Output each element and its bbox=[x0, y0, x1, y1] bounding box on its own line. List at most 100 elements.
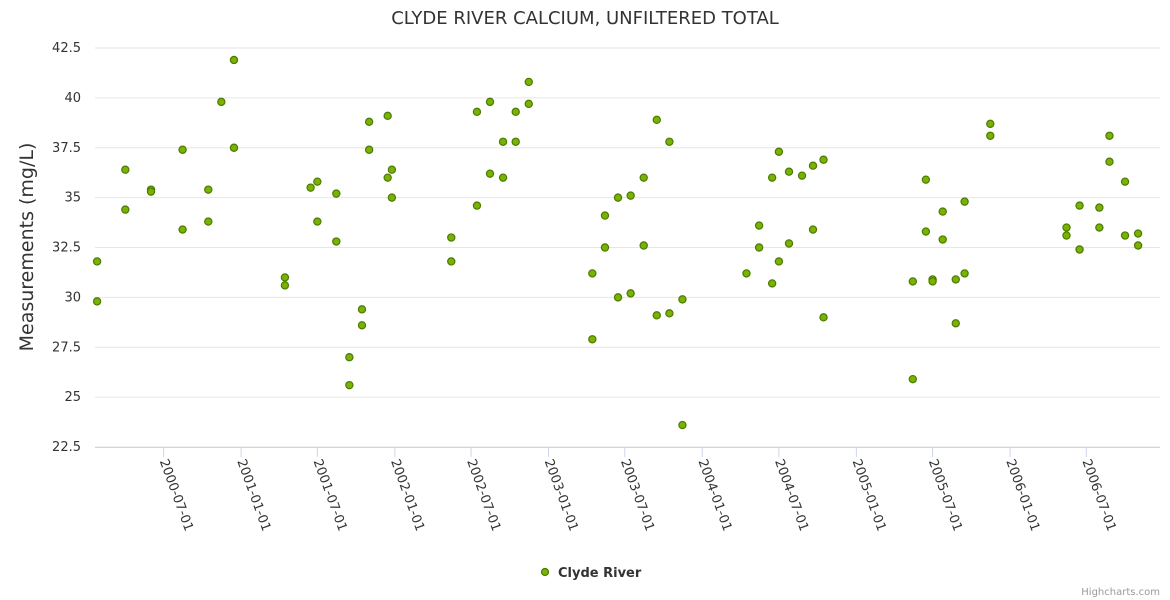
legend[interactable]: Clyde River bbox=[540, 566, 642, 581]
data-point[interactable] bbox=[784, 239, 794, 248]
data-point[interactable] bbox=[652, 311, 661, 320]
data-point[interactable] bbox=[332, 237, 341, 246]
data-point[interactable] bbox=[613, 193, 623, 202]
data-point[interactable] bbox=[217, 97, 226, 107]
data-point[interactable] bbox=[472, 201, 482, 210]
data-point[interactable] bbox=[357, 321, 367, 330]
data-point[interactable] bbox=[784, 167, 794, 176]
data-point[interactable] bbox=[387, 165, 397, 174]
data-point[interactable] bbox=[754, 221, 764, 230]
data-point[interactable] bbox=[1133, 229, 1143, 238]
data-point[interactable] bbox=[1062, 223, 1071, 232]
data-point[interactable] bbox=[1105, 157, 1114, 166]
data-point[interactable] bbox=[357, 305, 367, 314]
data-point[interactable] bbox=[485, 169, 495, 178]
data-point[interactable] bbox=[960, 197, 969, 206]
data-point[interactable] bbox=[754, 243, 764, 252]
data-point[interactable] bbox=[986, 119, 995, 129]
data-point[interactable] bbox=[808, 225, 818, 234]
data-point[interactable] bbox=[665, 309, 674, 318]
data-point[interactable] bbox=[364, 145, 374, 154]
data-point[interactable] bbox=[665, 137, 674, 146]
data-point[interactable] bbox=[951, 319, 960, 328]
data-point[interactable] bbox=[280, 281, 290, 290]
data-point[interactable] bbox=[600, 211, 610, 220]
data-point[interactable] bbox=[678, 420, 687, 430]
data-point[interactable] bbox=[121, 165, 130, 174]
data-point[interactable] bbox=[767, 279, 777, 288]
data-point[interactable] bbox=[1105, 131, 1114, 140]
data-point[interactable] bbox=[345, 353, 354, 362]
data-point[interactable] bbox=[498, 173, 508, 182]
data-point[interactable] bbox=[908, 374, 918, 384]
data-point[interactable] bbox=[1075, 245, 1084, 254]
data-point[interactable] bbox=[588, 269, 597, 278]
data-point[interactable] bbox=[938, 207, 947, 216]
data-point[interactable] bbox=[383, 173, 392, 182]
data-point[interactable] bbox=[332, 189, 341, 198]
data-point[interactable] bbox=[808, 161, 818, 170]
data-point[interactable] bbox=[92, 257, 102, 266]
data-point[interactable] bbox=[387, 193, 397, 202]
data-point[interactable] bbox=[960, 269, 969, 278]
data-point[interactable] bbox=[819, 155, 828, 164]
data-point[interactable] bbox=[204, 185, 213, 194]
data-point[interactable] bbox=[921, 227, 931, 236]
data-point[interactable] bbox=[313, 217, 322, 226]
data-point[interactable] bbox=[485, 97, 495, 107]
data-point[interactable] bbox=[447, 233, 456, 242]
data-point[interactable] bbox=[524, 77, 533, 87]
data-point[interactable] bbox=[204, 217, 213, 226]
data-point[interactable] bbox=[908, 277, 918, 286]
data-point[interactable] bbox=[986, 131, 995, 140]
data-point[interactable] bbox=[774, 147, 784, 156]
data-point[interactable] bbox=[613, 293, 623, 302]
data-point[interactable] bbox=[626, 191, 635, 200]
data-point[interactable] bbox=[742, 269, 751, 278]
data-point[interactable] bbox=[306, 183, 315, 192]
data-point[interactable] bbox=[524, 99, 533, 109]
credits-link[interactable]: Highcharts.com bbox=[1081, 587, 1160, 598]
data-point[interactable] bbox=[229, 55, 239, 65]
data-point[interactable] bbox=[280, 273, 290, 282]
data-point[interactable] bbox=[472, 107, 482, 117]
data-point[interactable] bbox=[951, 275, 960, 284]
data-point[interactable] bbox=[626, 289, 635, 298]
data-point[interactable] bbox=[364, 117, 374, 127]
data-point[interactable] bbox=[229, 143, 239, 152]
data-point[interactable] bbox=[639, 173, 648, 182]
data-point[interactable] bbox=[588, 335, 597, 344]
data-point[interactable] bbox=[383, 111, 392, 121]
data-point[interactable] bbox=[678, 295, 687, 304]
data-point[interactable] bbox=[1075, 201, 1084, 210]
data-point[interactable] bbox=[819, 313, 828, 322]
data-point[interactable] bbox=[1062, 231, 1071, 240]
data-point[interactable] bbox=[498, 137, 508, 146]
data-point[interactable] bbox=[1095, 203, 1104, 212]
data-point[interactable] bbox=[774, 257, 784, 266]
data-point[interactable] bbox=[511, 137, 520, 146]
data-point[interactable] bbox=[1095, 223, 1104, 232]
data-point[interactable] bbox=[313, 177, 322, 186]
data-point[interactable] bbox=[345, 380, 354, 390]
data-point[interactable] bbox=[178, 145, 187, 154]
data-point[interactable] bbox=[921, 175, 931, 184]
data-point[interactable] bbox=[652, 115, 661, 125]
data-point[interactable] bbox=[447, 257, 456, 266]
data-point[interactable] bbox=[146, 187, 156, 196]
data-point[interactable] bbox=[639, 241, 648, 250]
data-point[interactable] bbox=[1120, 231, 1130, 240]
data-point[interactable] bbox=[767, 173, 777, 182]
y-axis-ticks: 22.5 25 27.5 30 32.5 35 37.5 40 42.5 bbox=[52, 41, 81, 455]
data-point[interactable] bbox=[1133, 241, 1143, 250]
data-point[interactable] bbox=[1120, 177, 1130, 186]
data-point[interactable] bbox=[92, 297, 102, 306]
data-point[interactable] bbox=[121, 205, 130, 214]
data-point[interactable] bbox=[928, 277, 937, 286]
data-point[interactable] bbox=[178, 225, 187, 234]
data-point[interactable] bbox=[797, 171, 807, 180]
data-point[interactable] bbox=[511, 107, 520, 117]
data-point[interactable] bbox=[938, 235, 947, 244]
legend-item-label[interactable]: Clyde River bbox=[558, 566, 642, 581]
data-point[interactable] bbox=[600, 243, 610, 252]
